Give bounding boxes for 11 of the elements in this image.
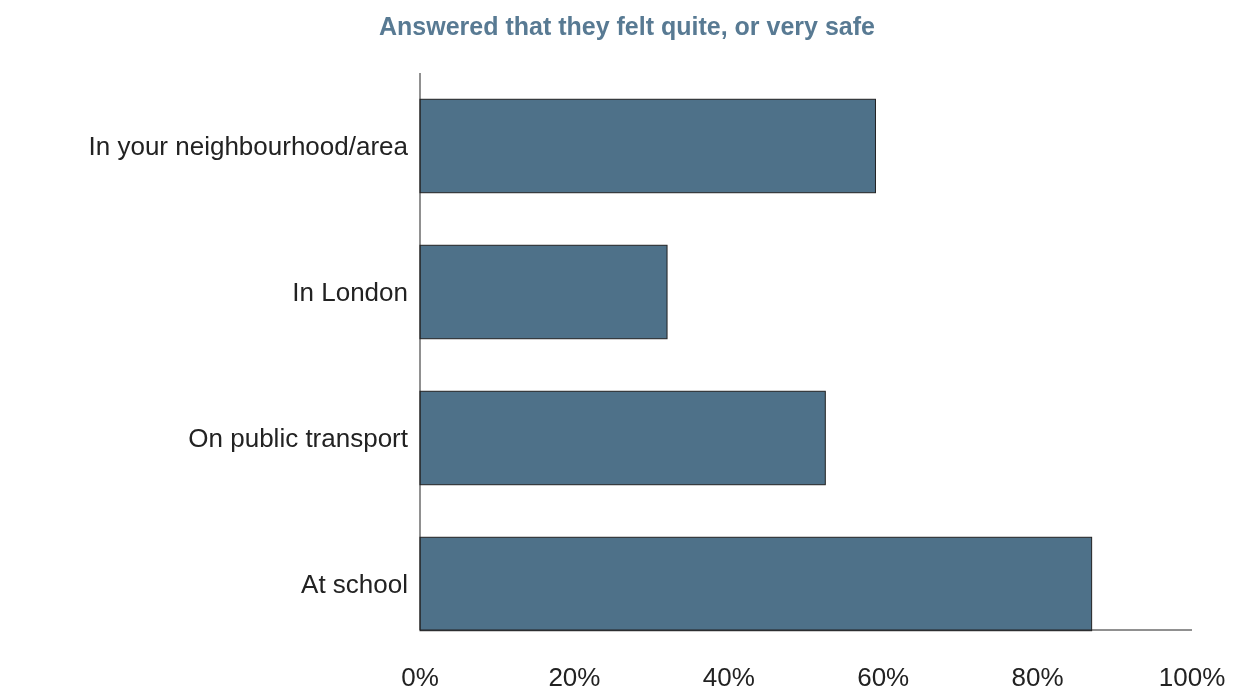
x-tick-label: 100% xyxy=(1158,662,1226,692)
x-tick-label: 40% xyxy=(702,662,755,692)
y-tick-label: On public transport xyxy=(188,423,409,454)
y-tick-label: At school xyxy=(301,569,408,600)
y-tick-label: In London xyxy=(292,277,408,308)
y-tick-label: In your neighbourhood/area xyxy=(88,131,409,162)
x-tick-label: 60% xyxy=(857,662,910,692)
x-tick-label: 20% xyxy=(548,662,601,692)
x-tick-label: 80% xyxy=(1011,662,1064,692)
x-tick-label: 0% xyxy=(401,662,439,692)
chart-title: Answered that they felt quite, or very safe xyxy=(379,12,876,40)
